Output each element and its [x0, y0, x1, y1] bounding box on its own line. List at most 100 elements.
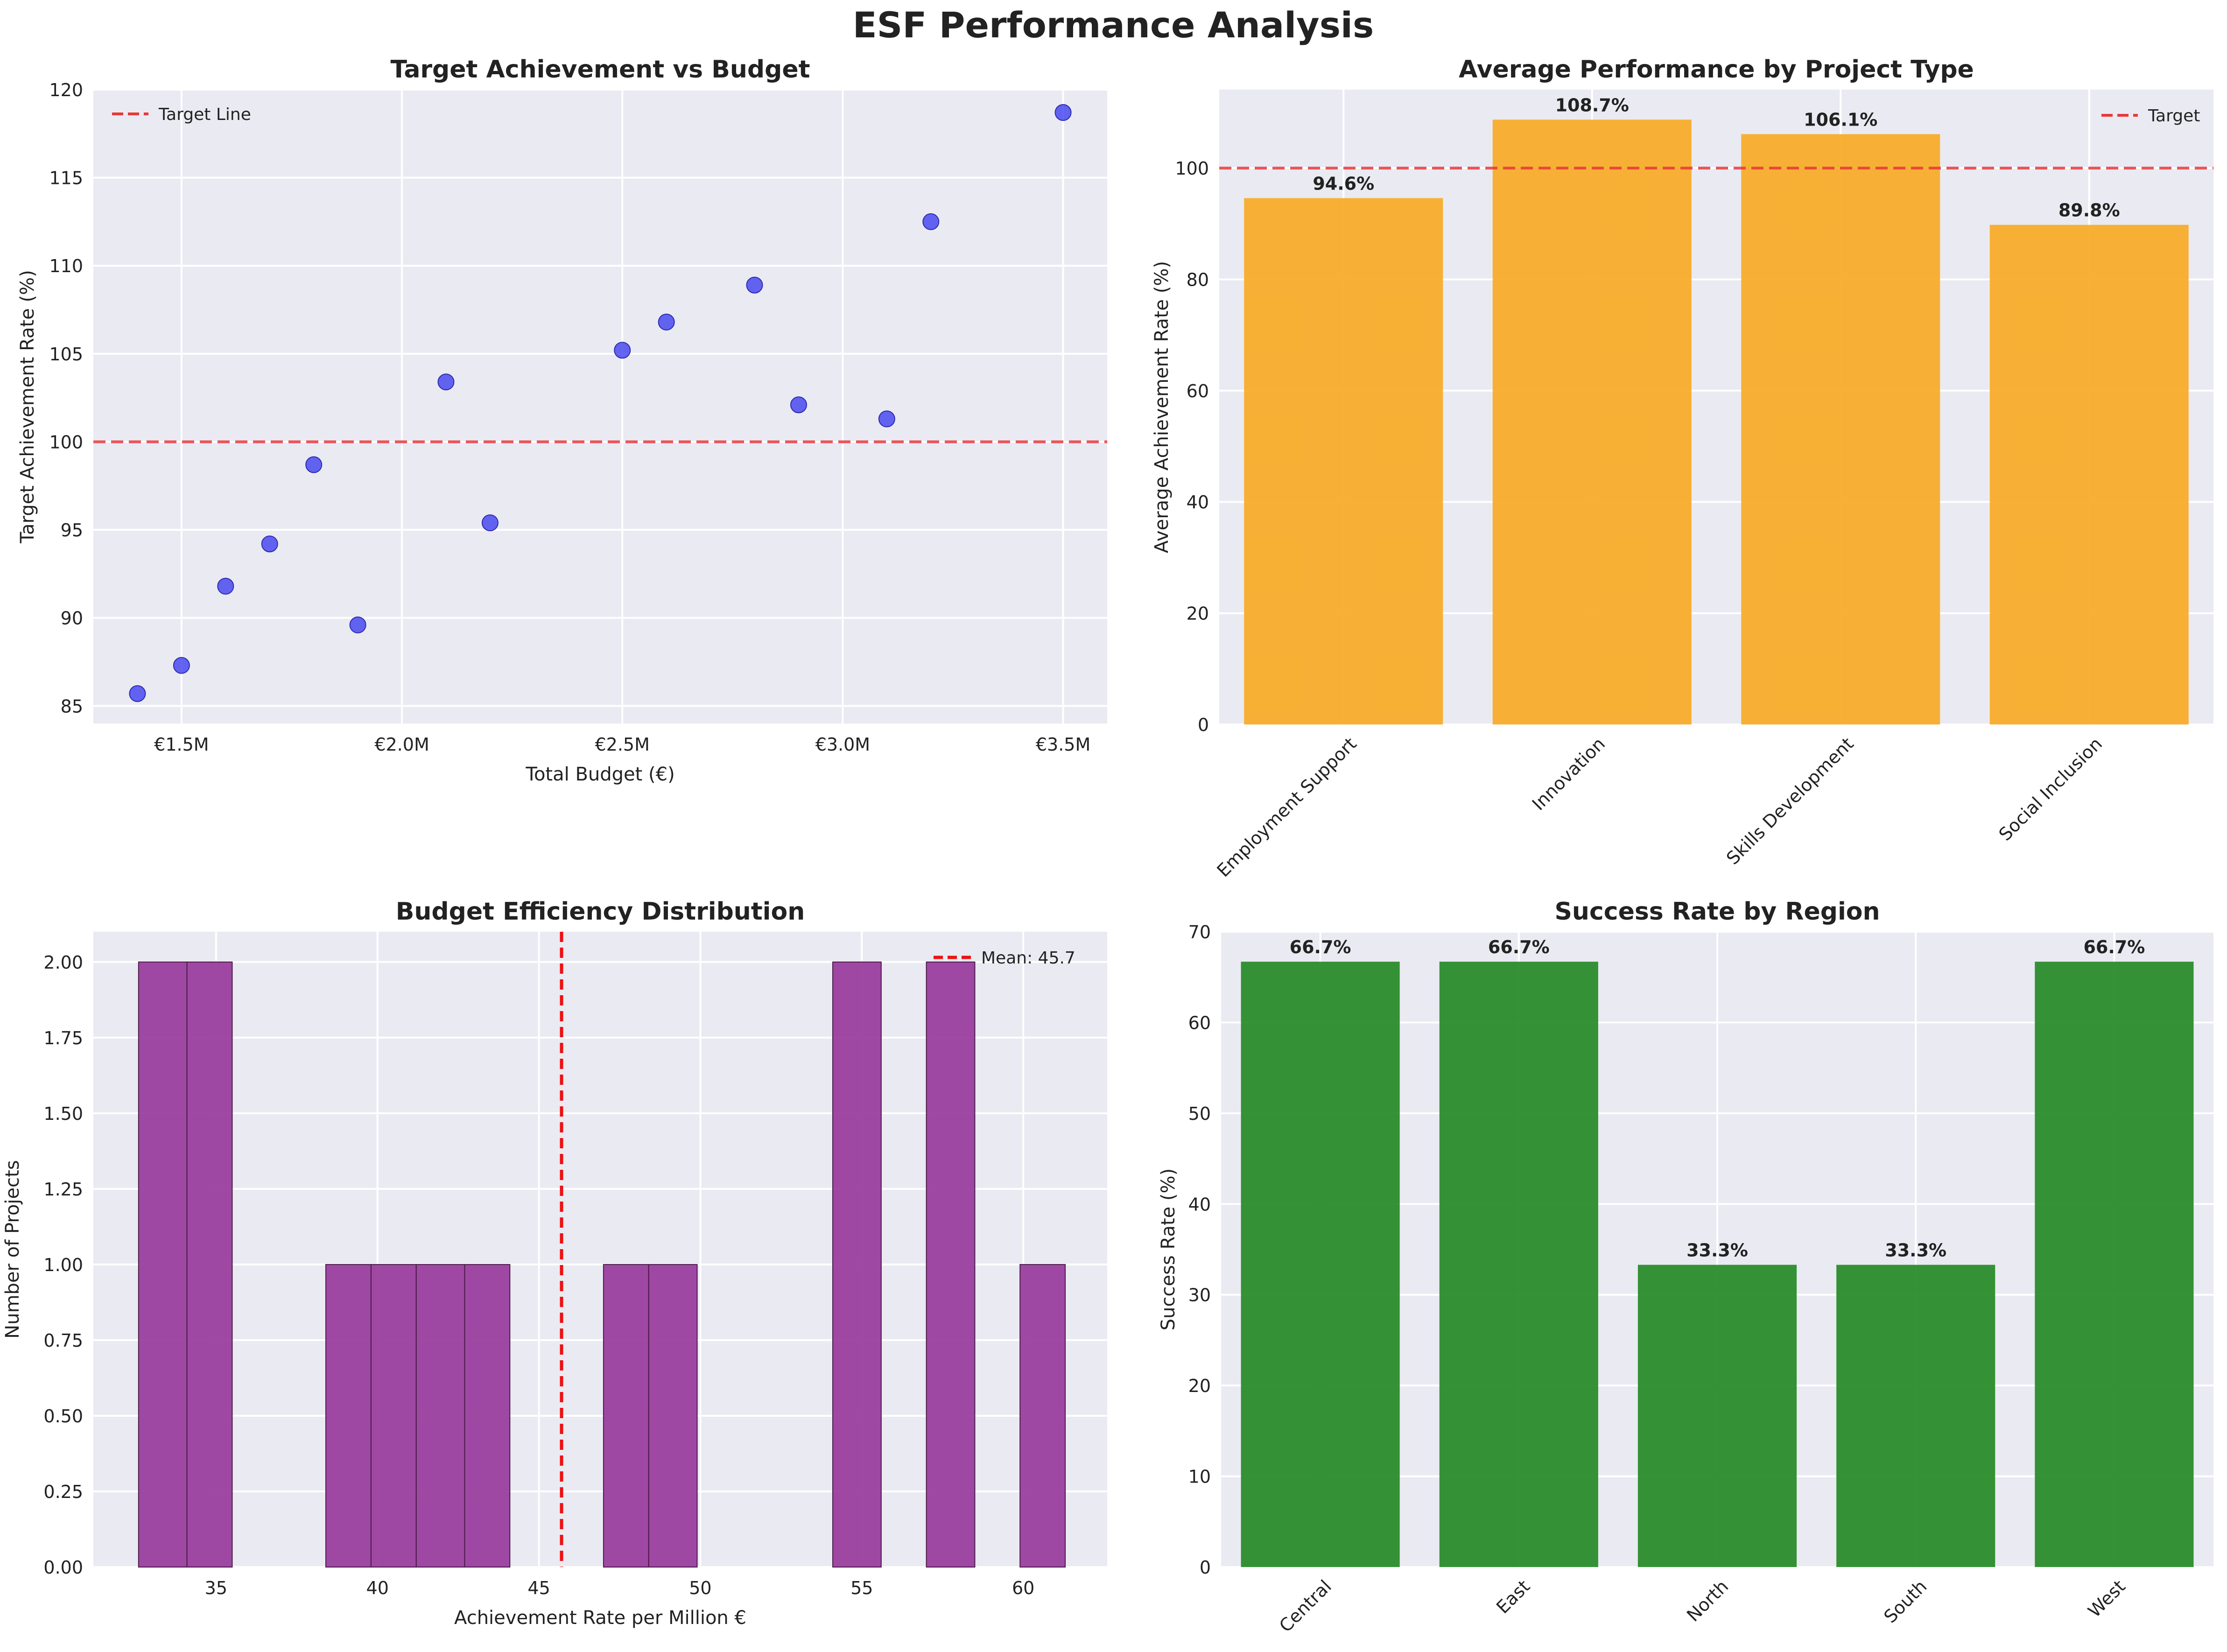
- histogram-bar: [370, 1264, 417, 1568]
- y-tick-label: 0.25: [43, 1482, 83, 1502]
- data-point: [922, 213, 940, 230]
- y-tick-label: 115: [49, 168, 83, 189]
- y-tick-label: 1.25: [43, 1179, 83, 1200]
- x-tick-label: North: [1683, 1576, 1732, 1625]
- x-tick-label: 35: [205, 1578, 227, 1598]
- x-tick-label: East: [1492, 1576, 1534, 1617]
- histogram-bar: [415, 1264, 465, 1568]
- y-tick-label: 95: [61, 520, 83, 541]
- x-tick-label: 55: [850, 1578, 873, 1598]
- y-tick-label: 90: [61, 608, 83, 629]
- y-tick-label: 100: [49, 432, 83, 452]
- y-tick-label: 70: [1188, 922, 1211, 942]
- data-point: [1054, 104, 1072, 121]
- bar: [1244, 198, 1443, 724]
- y-tick-label: 2.00: [43, 952, 83, 973]
- y-tick-label: 105: [49, 344, 83, 365]
- data-point: [349, 616, 366, 633]
- y-tick-label: 0.50: [43, 1406, 83, 1427]
- bar-value-label: 106.1%: [1804, 109, 1877, 130]
- x-tick-label: €2.0M: [374, 734, 429, 755]
- x-tick-label: Social Inclusion: [1995, 733, 2106, 844]
- data-point: [481, 514, 499, 531]
- x-tick-label: Employment Support: [1213, 733, 1360, 881]
- x-tick-label: Innovation: [1528, 733, 1609, 814]
- histogram-bar: [1019, 1264, 1066, 1568]
- y-tick-label: 30: [1188, 1285, 1211, 1306]
- legend: Target Line: [112, 105, 251, 124]
- histogram-bar: [926, 961, 976, 1568]
- y-axis-label: Average Achievement Rate (%): [1151, 261, 1173, 553]
- bar: [1741, 134, 1940, 724]
- histogram-bar: [325, 1264, 372, 1568]
- bar-value-label: 89.8%: [2058, 200, 2120, 221]
- bar: [1637, 1265, 1797, 1567]
- x-tick-label: West: [2084, 1576, 2129, 1621]
- chart-title: Success Rate by Region: [1554, 898, 1880, 926]
- x-tick-label: South: [1880, 1576, 1931, 1627]
- y-tick-label: 1.75: [43, 1028, 83, 1048]
- bar-value-label: 66.7%: [1488, 937, 1550, 957]
- y-tick-label: 80: [1187, 269, 1209, 290]
- x-tick-label: Central: [1275, 1576, 1335, 1636]
- y-tick-label: 120: [49, 80, 83, 100]
- bar-value-label: 66.7%: [1290, 937, 1351, 957]
- y-tick-label: 60: [1187, 381, 1209, 401]
- plot-area: [93, 90, 1107, 724]
- y-tick-label: 100: [1175, 158, 1209, 179]
- bar-value-label: 108.7%: [1555, 95, 1629, 115]
- x-tick-label: Skills Development: [1722, 733, 1858, 869]
- y-tick-label: 0: [1198, 715, 1209, 735]
- histogram-bar: [603, 1264, 649, 1568]
- x-tick-label: €2.5M: [595, 734, 650, 755]
- legend-label: Target: [2148, 106, 2200, 126]
- bar-value-label: 94.6%: [1313, 173, 1374, 194]
- data-point: [614, 342, 631, 359]
- data-point: [658, 313, 675, 330]
- x-tick-label: 40: [366, 1578, 389, 1598]
- region-bar-panel: Success Rate by Region 0 10 20 30 40 50 60 70 66.…: [1158, 898, 2213, 1636]
- y-tick-label: 20: [1188, 1376, 1211, 1396]
- histogram-bar: [648, 1264, 698, 1568]
- data-point: [129, 685, 146, 702]
- y-axis-label: Success Rate (%): [1158, 1168, 1179, 1330]
- y-tick-label: 1.00: [43, 1255, 83, 1275]
- data-point: [261, 535, 278, 553]
- project-type-bar-panel: Average Performance by Project Type 0 20 40…: [1151, 56, 2213, 881]
- histogram-bar: [138, 961, 188, 1568]
- y-tick-label: 40: [1188, 1194, 1211, 1215]
- y-tick-label: 1.50: [43, 1104, 83, 1124]
- histogram-bar: [464, 1264, 511, 1568]
- data-point: [878, 410, 895, 428]
- x-tick-label: €3.0M: [815, 734, 870, 755]
- x-tick-label: 50: [689, 1578, 711, 1598]
- y-tick-label: 60: [1188, 1012, 1211, 1033]
- scatter-panel: Target Achievement vs Budget 85 90 95 100 105…: [17, 56, 1107, 785]
- y-tick-label: 50: [1188, 1104, 1211, 1124]
- data-point: [746, 276, 763, 294]
- legend-label: Target Line: [158, 105, 251, 124]
- data-point: [437, 373, 455, 391]
- y-tick-label: 10: [1188, 1467, 1211, 1487]
- bar: [1492, 120, 1692, 724]
- x-tick-label: 45: [527, 1578, 550, 1598]
- y-axis-label: Number of Projects: [2, 1160, 23, 1338]
- bar-value-label: 66.7%: [2083, 937, 2145, 957]
- y-tick-label: 110: [49, 256, 83, 276]
- x-tick-label: €1.5M: [154, 734, 209, 755]
- histogram-bar: [186, 961, 233, 1568]
- chart-title: Target Achievement vs Budget: [391, 56, 810, 84]
- data-point: [790, 396, 807, 414]
- bar-value-label: 33.3%: [1885, 1240, 1946, 1261]
- bar-value-label: 33.3%: [1686, 1240, 1748, 1261]
- histogram-bar: [832, 961, 882, 1568]
- bar: [1439, 962, 1598, 1567]
- figure-title: ESF Performance Analysis: [853, 4, 1374, 46]
- data-point: [217, 577, 234, 595]
- y-tick-label: 40: [1187, 492, 1209, 513]
- data-point: [305, 456, 323, 473]
- x-tick-label: €3.5M: [1036, 734, 1090, 755]
- bar: [2035, 962, 2194, 1567]
- bar: [1241, 962, 1400, 1567]
